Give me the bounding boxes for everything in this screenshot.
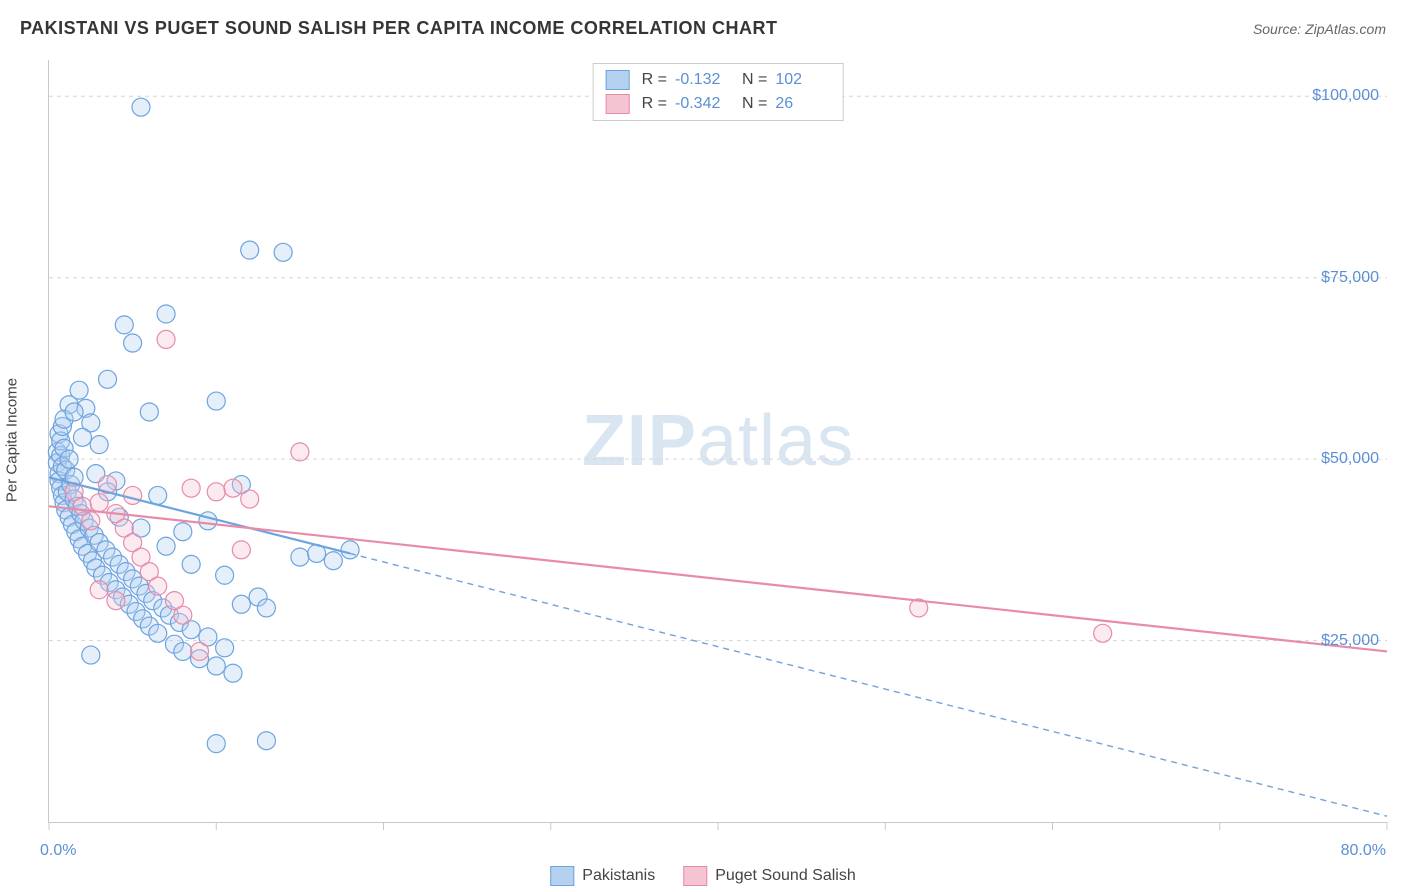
y-tick-label: $75,000 — [1321, 269, 1379, 287]
x-axis-end-label: 80.0% — [1341, 842, 1386, 860]
x-axis-start-label: 0.0% — [40, 842, 76, 860]
r-value-0: -0.132 — [675, 68, 730, 92]
chart-title: PAKISTANI VS PUGET SOUND SALISH PER CAPI… — [20, 18, 778, 39]
y-tick-label: $100,000 — [1312, 87, 1379, 105]
y-tick-label: $50,000 — [1321, 450, 1379, 468]
legend-label-0: Pakistanis — [582, 867, 655, 885]
scatter-svg — [49, 60, 1387, 822]
n-label: N = — [742, 68, 767, 92]
r-value-1: -0.342 — [675, 92, 730, 116]
n-label: N = — [742, 92, 767, 116]
chart-source: Source: ZipAtlas.com — [1253, 21, 1386, 37]
y-tick-label: $25,000 — [1321, 632, 1379, 650]
legend-swatch-pink — [683, 866, 707, 886]
y-axis-title: Per Capita Income — [4, 378, 21, 502]
legend-stats-box: R = -0.132 N = 102 R = -0.342 N = 26 — [593, 63, 844, 121]
legend-item-salish: Puget Sound Salish — [683, 866, 856, 886]
r-label: R = — [642, 68, 667, 92]
legend-swatch-pink — [606, 94, 630, 114]
legend-stats-row-1: R = -0.342 N = 26 — [606, 92, 831, 116]
legend-stats-row-0: R = -0.132 N = 102 — [606, 68, 831, 92]
r-label: R = — [642, 92, 667, 116]
chart-header: PAKISTANI VS PUGET SOUND SALISH PER CAPI… — [0, 0, 1406, 47]
n-value-1: 26 — [775, 92, 830, 116]
legend-item-pakistanis: Pakistanis — [550, 866, 655, 886]
legend-bottom: Pakistanis Puget Sound Salish — [550, 866, 855, 886]
chart-plot-area: ZIPatlas R = -0.132 N = 102 R = -0.342 N… — [48, 60, 1387, 823]
legend-swatch-blue — [550, 866, 574, 886]
n-value-0: 102 — [775, 68, 830, 92]
legend-swatch-blue — [606, 70, 630, 90]
legend-label-1: Puget Sound Salish — [715, 867, 856, 885]
